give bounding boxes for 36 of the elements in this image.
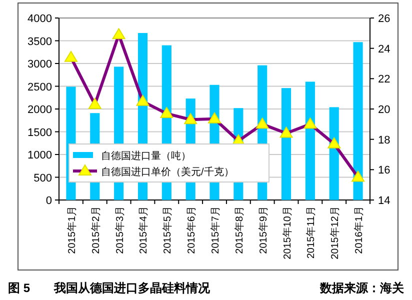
y-tick-label: 0	[46, 195, 52, 207]
y2-tick-label: 22	[378, 74, 390, 86]
legend-label: 自德国进口单价（美元/千克）	[101, 166, 234, 178]
text: 图 5 我国从德国进口多晶硅料情况	[8, 281, 212, 295]
y-tick-label: 3000	[28, 58, 52, 70]
x-tick-label: 2015年12月	[329, 206, 342, 260]
x-tick-label: 2015年7月	[210, 206, 222, 254]
x-tick-label: 2015年6月	[186, 206, 198, 254]
x-tick-label: 2015年5月	[162, 206, 174, 254]
y-tick-label: 2500	[28, 81, 52, 94]
bar	[353, 42, 363, 200]
y-tick-label: 3500	[28, 36, 52, 48]
x-tick-label: 2015年2月	[90, 206, 102, 254]
legend-label: 自德国进口量（吨）	[101, 150, 191, 162]
source-note: 数据来源：海关	[319, 281, 405, 295]
y2-tick-label: 26	[378, 13, 390, 25]
y-tick-label: 500	[34, 172, 52, 184]
y2-tick-label: 16	[378, 164, 390, 177]
x-tick-label: 2015年8月	[233, 206, 246, 254]
y2-tick-label: 20	[378, 104, 390, 116]
x-tick-label: 2015年9月	[257, 206, 270, 254]
y2-tick-label: 24	[378, 43, 390, 56]
y-tick-label: 1000	[28, 150, 52, 162]
bar	[281, 88, 292, 200]
x-tick-label: 2016年1月	[353, 206, 366, 254]
x-tick-label: 2015年4月	[138, 206, 150, 254]
y-tick-label: 1500	[28, 126, 52, 139]
x-tick-label: 2015年10月	[281, 206, 294, 260]
y2-tick-label: 18	[378, 134, 390, 146]
y-tick-label: 4000	[28, 13, 52, 25]
y-tick-label: 2000	[28, 104, 52, 116]
x-tick-label: 2015年3月	[114, 206, 126, 254]
x-tick-label: 2015年11月	[305, 206, 318, 259]
bar	[305, 82, 315, 200]
x-tick-label: 2015年1月	[66, 206, 78, 254]
y2-tick-label: 14	[378, 195, 390, 207]
